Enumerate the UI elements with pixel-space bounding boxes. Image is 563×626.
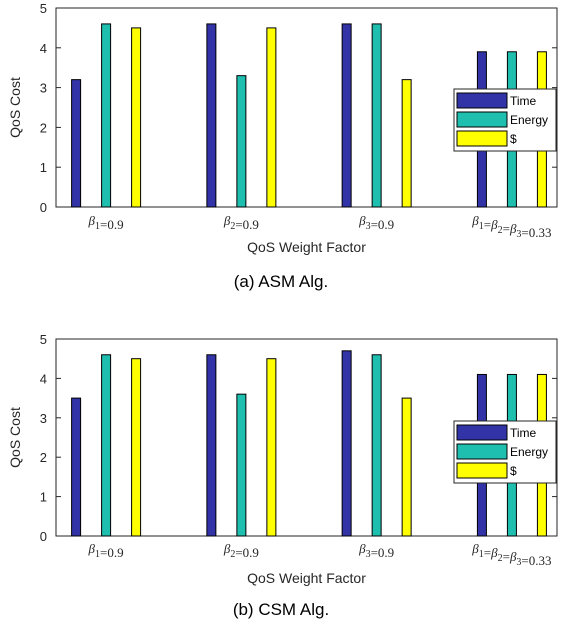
bar-energy — [236, 393, 247, 537]
y-tick-label: 5 — [40, 332, 47, 347]
x-tick-label: β2=0.9 — [223, 541, 259, 560]
y-tick-label: 0 — [40, 529, 47, 544]
bar-energy — [371, 354, 382, 537]
bar-time — [71, 397, 82, 537]
legend: Time Energy $ — [453, 420, 557, 484]
y-tick-label: 4 — [40, 41, 47, 56]
legend-label: Time — [510, 426, 537, 440]
y-axis-label: QoS Cost — [7, 407, 23, 468]
x-tick-label: β2=0.9 — [223, 213, 259, 232]
legend-swatch — [456, 111, 508, 128]
bar-energy — [101, 354, 112, 537]
figure-caption: (a) ASM Alg. — [234, 272, 328, 291]
bar-energy — [101, 23, 112, 208]
figure-caption: (b) CSM Alg. — [233, 600, 329, 619]
y-tick-label: 1 — [40, 490, 47, 505]
bar-time — [71, 79, 82, 208]
x-tick-label: β3=0.9 — [358, 213, 394, 232]
legend-swatch — [456, 424, 508, 441]
y-axis-label: QoS Cost — [7, 77, 23, 138]
bar-time — [341, 23, 352, 208]
legend-swatch — [456, 462, 508, 479]
legend-label: Energy — [510, 113, 548, 127]
legend-swatch — [456, 92, 508, 109]
y-tick-label: 3 — [40, 81, 47, 96]
chart-panel-asm: 0 1 2 3 4 5 β1=0.9 β2=0.9 β3=0.9 β1=β2=β3=0.33 Tim… — [7, 1, 558, 291]
legend-label: $ — [510, 132, 517, 146]
legend-label: Energy — [510, 445, 548, 459]
bar-dollar — [401, 397, 412, 537]
legend-label: Time — [510, 94, 537, 108]
x-axis-label: QoS Weight Factor — [247, 570, 366, 586]
legend-swatch — [456, 130, 508, 147]
y-tick-label: 1 — [40, 160, 47, 175]
bar-energy — [371, 23, 382, 208]
bar-energy — [236, 75, 247, 208]
bar-dollar — [266, 358, 277, 537]
bar-time — [206, 354, 217, 537]
legend-swatch — [456, 443, 508, 460]
x-tick-label: β1=β2=β3=0.33 — [471, 213, 551, 240]
y-tick-label: 3 — [40, 411, 47, 426]
x-tick-label: β1=0.9 — [88, 541, 124, 560]
bar-dollar — [266, 27, 277, 208]
x-tick-label: β1=β2=β3=0.33 — [471, 541, 551, 568]
bar-time — [206, 23, 217, 208]
y-tick-label: 0 — [40, 200, 47, 215]
x-axis-label: QoS Weight Factor — [247, 239, 366, 255]
y-tick-label: 5 — [40, 1, 47, 16]
y-tick-label: 4 — [40, 371, 47, 386]
legend-label: $ — [510, 464, 517, 478]
chart-panel-csm: 0 1 2 3 4 5 β1=0.9 β2=0.9 β3=0.9 β1=β2=β3=0.33 Tim… — [7, 332, 558, 619]
legend: Time Energy $ — [453, 88, 557, 152]
y-tick-label: 2 — [40, 120, 47, 135]
bar-dollar — [131, 358, 142, 537]
bar-time — [341, 350, 352, 537]
x-tick-label: β3=0.9 — [358, 541, 394, 560]
y-tick-label: 2 — [40, 450, 47, 465]
x-tick-label: β1=0.9 — [88, 213, 124, 232]
bar-dollar — [131, 27, 142, 208]
bar-dollar — [401, 79, 412, 208]
